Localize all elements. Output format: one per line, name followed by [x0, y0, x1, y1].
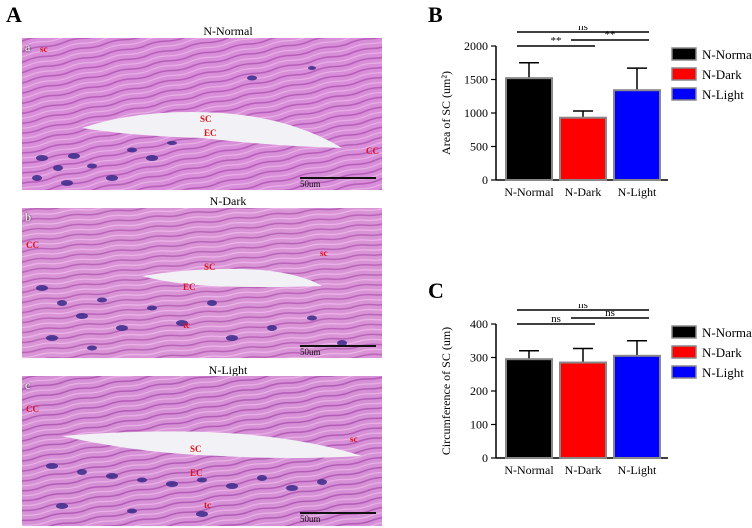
y-tick-label: 1000 [464, 106, 488, 120]
panel-letter-c: C [428, 278, 444, 303]
histology-image-dark [22, 208, 382, 358]
significance-label: ns [578, 26, 588, 33]
significance-label: ** [605, 29, 616, 41]
y-tick-label: 1500 [464, 73, 488, 87]
histology-label: SC [190, 444, 202, 454]
histology-label: SC [200, 114, 212, 124]
y-tick-label: 500 [470, 140, 488, 154]
histology-title-light: N-Light [208, 363, 248, 377]
histology-label: EC [183, 282, 196, 292]
y-axis-label: Area of SC (um²) [439, 71, 453, 155]
legend-swatch [671, 325, 697, 339]
circumference-bar-chart: Circumference of SC (um) 0 100 200 300 400 N-N… [439, 304, 752, 477]
histology-title-dark: N-Dark [209, 194, 247, 208]
legend-label: N-Light [702, 365, 744, 380]
histology-image-normal [22, 38, 382, 190]
histology-label: sc [350, 434, 358, 444]
legend-label: N-Normal [702, 325, 752, 340]
scale-text: 50um [300, 179, 321, 189]
bar [613, 89, 661, 181]
histology-title-normal: N-Normal [203, 24, 253, 38]
legend-swatch [671, 345, 697, 359]
histology-sublabel-c: c [25, 378, 31, 392]
legend-label: N-Light [702, 87, 744, 102]
bar [613, 354, 661, 460]
histology-label: CC [366, 146, 379, 156]
histology-label: CC [26, 240, 39, 250]
histology-sublabel-b: b [25, 210, 31, 224]
significance-label: ns [551, 313, 561, 325]
scale-bar [300, 345, 376, 347]
bar [559, 361, 607, 459]
histology-sublabel-a: a [25, 40, 31, 54]
panel-letter-a: A [6, 2, 22, 27]
legend-label: N-Normal [702, 47, 752, 62]
area-bar-chart: Area of SC (um²) 0 500 1000 1500 2000 N-Normal… [439, 26, 752, 199]
scale-text: 50um [300, 347, 321, 357]
legend-swatch [671, 67, 697, 81]
x-tick-label: N-Light [618, 185, 657, 199]
y-tick-label: 200 [470, 384, 488, 398]
bar [559, 116, 607, 182]
y-tick-label: 300 [470, 351, 488, 365]
legend-label: N-Dark [702, 345, 742, 360]
histology-label: EC [204, 128, 217, 138]
scale-bar [300, 512, 376, 514]
significance-label: ns [605, 307, 615, 319]
y-tick-label: 0 [482, 451, 488, 465]
histology-label: sc [40, 44, 48, 54]
legend-label: N-Dark [702, 67, 742, 82]
scale-text: 50um [300, 514, 321, 524]
x-tick-label: N-Dark [565, 185, 602, 199]
histology-label: SC [204, 262, 216, 272]
y-tick-label: 0 [482, 173, 488, 187]
y-tick-label: 2000 [464, 39, 488, 53]
x-tick-label: N-Normal [504, 185, 554, 199]
significance-label: ** [551, 35, 562, 47]
scale-bar [300, 177, 376, 179]
panel-letter-b: B [428, 2, 443, 27]
histology-image-light [22, 376, 382, 526]
bar [505, 358, 553, 459]
bar [505, 77, 553, 181]
histology-label: sc [320, 248, 328, 258]
histology-label: CC [26, 404, 39, 414]
y-axis-label: Circumference of SC (um) [439, 327, 453, 455]
x-tick-label: N-Light [618, 463, 657, 477]
x-tick-label: N-Dark [565, 463, 602, 477]
legend-swatch [671, 365, 697, 379]
x-tick-label: N-Normal [504, 463, 554, 477]
histology-label: tc [204, 500, 211, 510]
y-tick-label: 400 [470, 317, 488, 331]
legend-swatch [671, 87, 697, 101]
histology-label: EC [190, 468, 203, 478]
histology-label: tc [183, 320, 190, 330]
significance-label: ns [578, 304, 588, 311]
y-tick-label: 100 [470, 418, 488, 432]
legend-swatch [671, 47, 697, 61]
